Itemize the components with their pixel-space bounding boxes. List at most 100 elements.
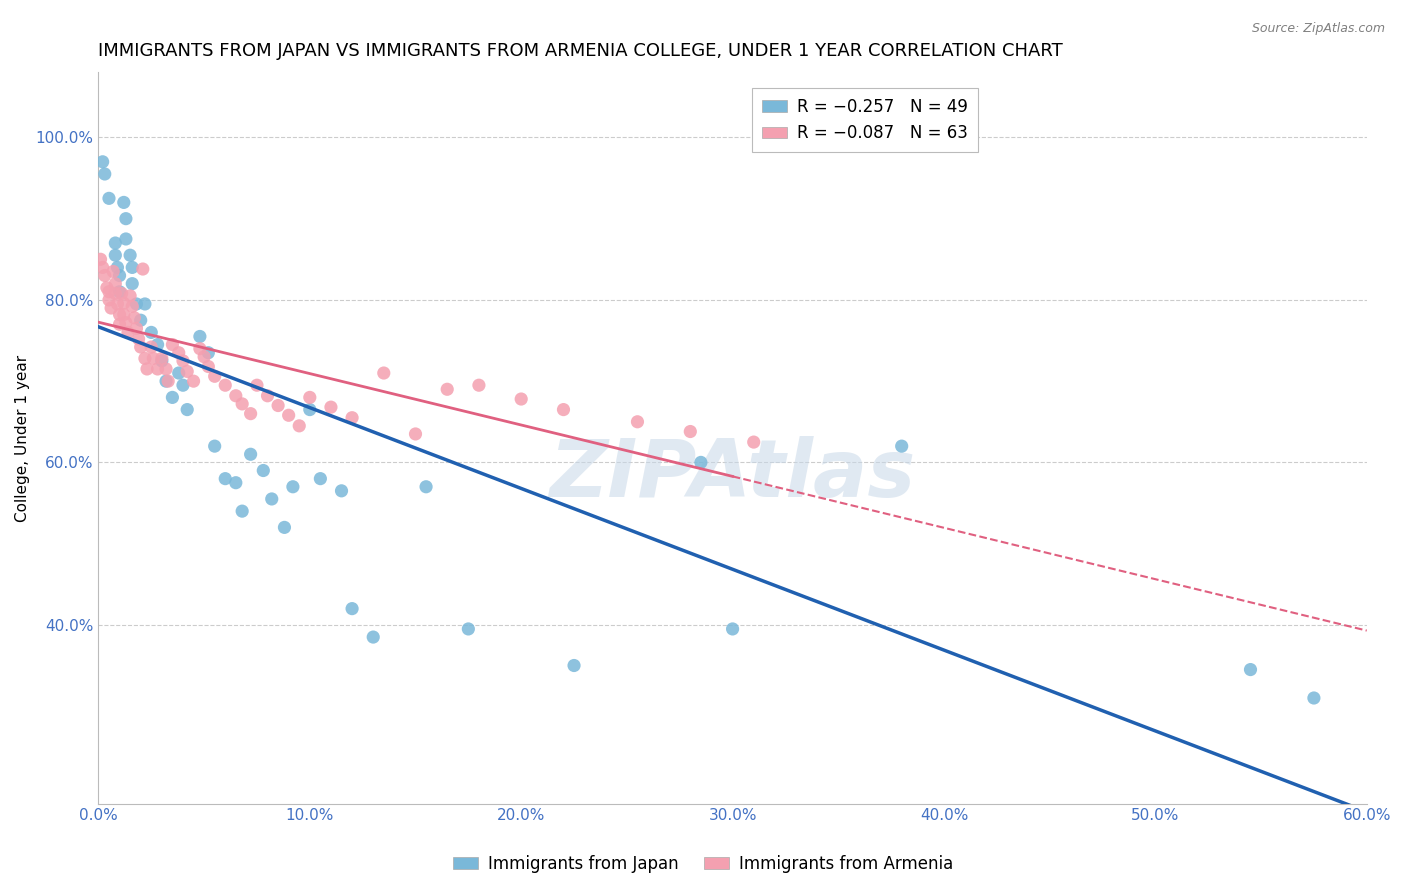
Point: [128, 332, 150, 346]
Point: [150, 351, 173, 366]
Point: [626, 415, 648, 429]
Point: [256, 389, 278, 403]
Point: [112, 308, 135, 322]
Text: ZIPAtlas: ZIPAtlas: [550, 435, 915, 514]
Legend: R = −0.257   N = 49, R = −0.087   N = 63: R = −0.257 N = 49, R = −0.087 N = 63: [752, 88, 979, 153]
Point: [108, 285, 131, 299]
Point: [193, 350, 215, 364]
Point: [94, 167, 117, 181]
Point: [239, 447, 262, 461]
Point: [298, 391, 321, 405]
Point: [214, 378, 236, 392]
Point: [108, 308, 131, 322]
Point: [172, 378, 194, 392]
Point: [1302, 691, 1324, 706]
Point: [94, 268, 117, 283]
Point: [562, 658, 585, 673]
Point: [239, 407, 262, 421]
Point: [104, 277, 127, 291]
Point: [197, 345, 219, 359]
Point: [415, 480, 437, 494]
Point: [231, 397, 253, 411]
Point: [112, 296, 135, 310]
Point: [120, 289, 142, 303]
Point: [146, 362, 169, 376]
Point: [204, 369, 226, 384]
Point: [125, 321, 148, 335]
Point: [373, 366, 395, 380]
Point: [115, 316, 138, 330]
Point: [155, 362, 177, 376]
Point: [157, 374, 180, 388]
Point: [91, 154, 114, 169]
Point: [129, 340, 152, 354]
Point: [104, 286, 127, 301]
Point: [281, 480, 304, 494]
Point: [132, 262, 155, 277]
Point: [319, 400, 342, 414]
Point: [225, 389, 247, 403]
Point: [141, 326, 163, 340]
Point: [162, 337, 184, 351]
Point: [252, 463, 274, 477]
Point: [167, 366, 190, 380]
Point: [121, 260, 143, 275]
Point: [890, 439, 912, 453]
Point: [183, 374, 205, 388]
Point: [111, 286, 134, 301]
Point: [98, 293, 121, 307]
Point: [129, 313, 152, 327]
Point: [108, 318, 131, 332]
Point: [96, 281, 118, 295]
Point: [197, 359, 219, 374]
Point: [155, 374, 177, 388]
Point: [142, 351, 165, 366]
Point: [340, 410, 363, 425]
Point: [277, 409, 299, 423]
Point: [231, 504, 253, 518]
Point: [125, 297, 148, 311]
Point: [246, 378, 269, 392]
Point: [340, 601, 363, 615]
Point: [98, 285, 121, 299]
Point: [91, 260, 114, 275]
Point: [204, 439, 226, 453]
Point: [721, 622, 744, 636]
Point: [309, 472, 332, 486]
Point: [136, 362, 159, 376]
Point: [90, 252, 112, 267]
Point: [288, 418, 311, 433]
Point: [146, 337, 169, 351]
Point: [115, 211, 138, 226]
Point: [134, 351, 156, 366]
Point: [176, 402, 198, 417]
Point: [98, 191, 121, 205]
Point: [225, 475, 247, 490]
Point: [188, 329, 211, 343]
Point: [124, 310, 146, 325]
Point: [141, 340, 163, 354]
Point: [121, 300, 143, 314]
Point: [361, 630, 384, 644]
Point: [436, 382, 458, 396]
Point: [330, 483, 353, 498]
Point: [214, 472, 236, 486]
Text: IMMIGRANTS FROM JAPAN VS IMMIGRANTS FROM ARMENIA COLLEGE, UNDER 1 YEAR CORRELATI: IMMIGRANTS FROM JAPAN VS IMMIGRANTS FROM…: [98, 42, 1063, 60]
Point: [298, 402, 321, 417]
Point: [457, 622, 479, 636]
Point: [553, 402, 575, 417]
Point: [107, 297, 129, 311]
Point: [689, 455, 711, 469]
Point: [167, 345, 190, 359]
Point: [176, 364, 198, 378]
Point: [679, 425, 702, 439]
Point: [172, 354, 194, 368]
Point: [107, 260, 129, 275]
Point: [104, 235, 127, 250]
Point: [115, 232, 138, 246]
Point: [510, 392, 533, 406]
Point: [162, 391, 184, 405]
Point: [112, 195, 135, 210]
Point: [108, 268, 131, 283]
Point: [267, 399, 290, 413]
